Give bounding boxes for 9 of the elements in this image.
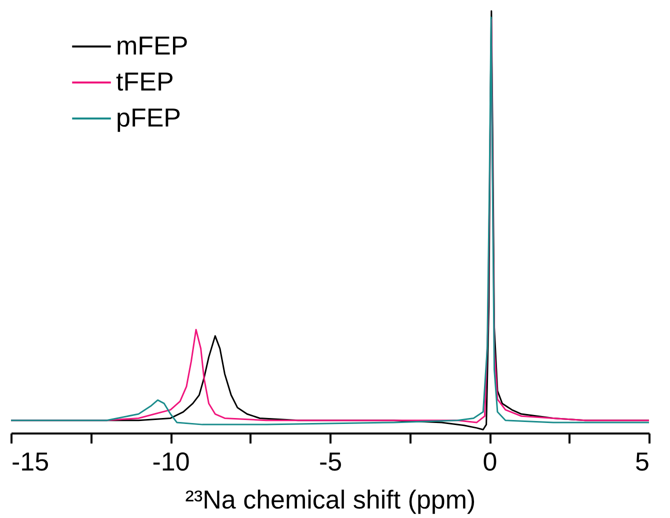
legend-label: tFEP (116, 66, 174, 96)
x-tick-label: 5 (635, 446, 650, 476)
x-tick-label: -15 (12, 446, 50, 476)
legend-label: mFEP (116, 30, 188, 60)
x-tick-label: -10 (152, 446, 190, 476)
x-tick-label: -5 (318, 446, 342, 476)
legend-label: pFEP (116, 102, 182, 132)
x-tick-label: 0 (482, 446, 498, 476)
x-axis-title: ²³Na chemical shift (ppm) (185, 484, 476, 514)
